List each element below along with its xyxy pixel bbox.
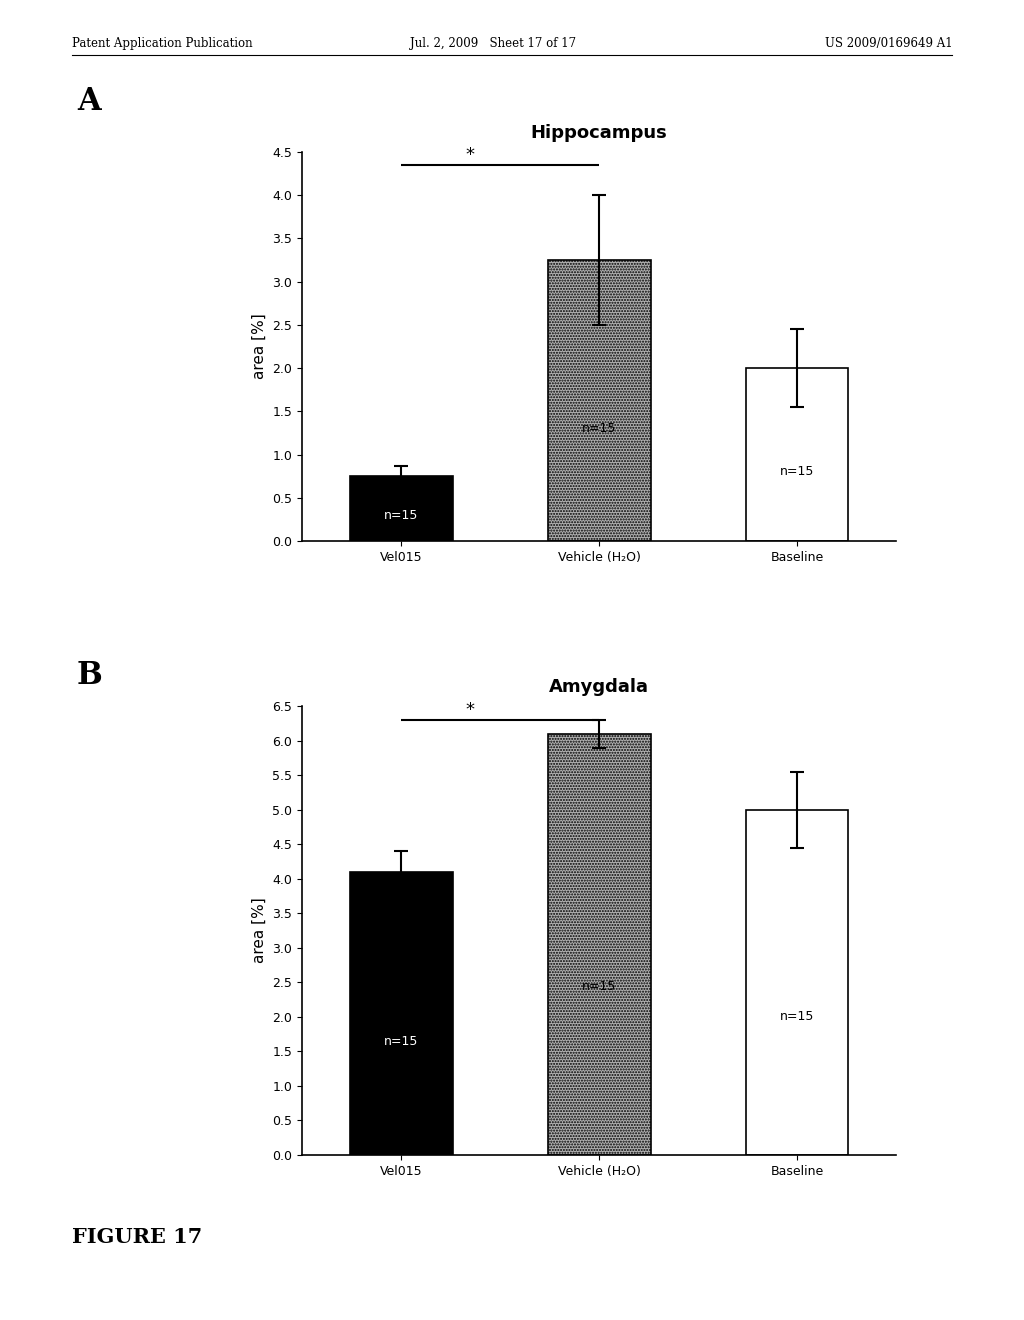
- Text: US 2009/0169649 A1: US 2009/0169649 A1: [824, 37, 952, 50]
- Bar: [349, 873, 453, 1155]
- Bar: [349, 477, 453, 541]
- Text: n=15: n=15: [780, 1010, 814, 1023]
- Text: n=15: n=15: [384, 1035, 418, 1048]
- Bar: [745, 809, 849, 1155]
- Text: *: *: [466, 701, 475, 719]
- Y-axis label: area [%]: area [%]: [252, 314, 267, 379]
- Y-axis label: area [%]: area [%]: [252, 898, 267, 964]
- Text: Patent Application Publication: Patent Application Publication: [72, 37, 252, 50]
- Text: *: *: [466, 147, 475, 164]
- Text: n=15: n=15: [384, 508, 418, 521]
- Text: Jul. 2, 2009   Sheet 17 of 17: Jul. 2, 2009 Sheet 17 of 17: [410, 37, 575, 50]
- Text: n=15: n=15: [780, 466, 814, 478]
- Bar: [548, 734, 650, 1155]
- Text: n=15: n=15: [582, 979, 616, 993]
- Bar: [745, 368, 849, 541]
- Text: n=15: n=15: [582, 422, 616, 436]
- Bar: [548, 260, 650, 541]
- Text: A: A: [77, 86, 100, 116]
- Title: Hippocampus: Hippocampus: [530, 124, 668, 143]
- Text: FIGURE 17: FIGURE 17: [72, 1228, 202, 1247]
- Title: Amygdala: Amygdala: [549, 678, 649, 697]
- Text: B: B: [77, 660, 102, 690]
